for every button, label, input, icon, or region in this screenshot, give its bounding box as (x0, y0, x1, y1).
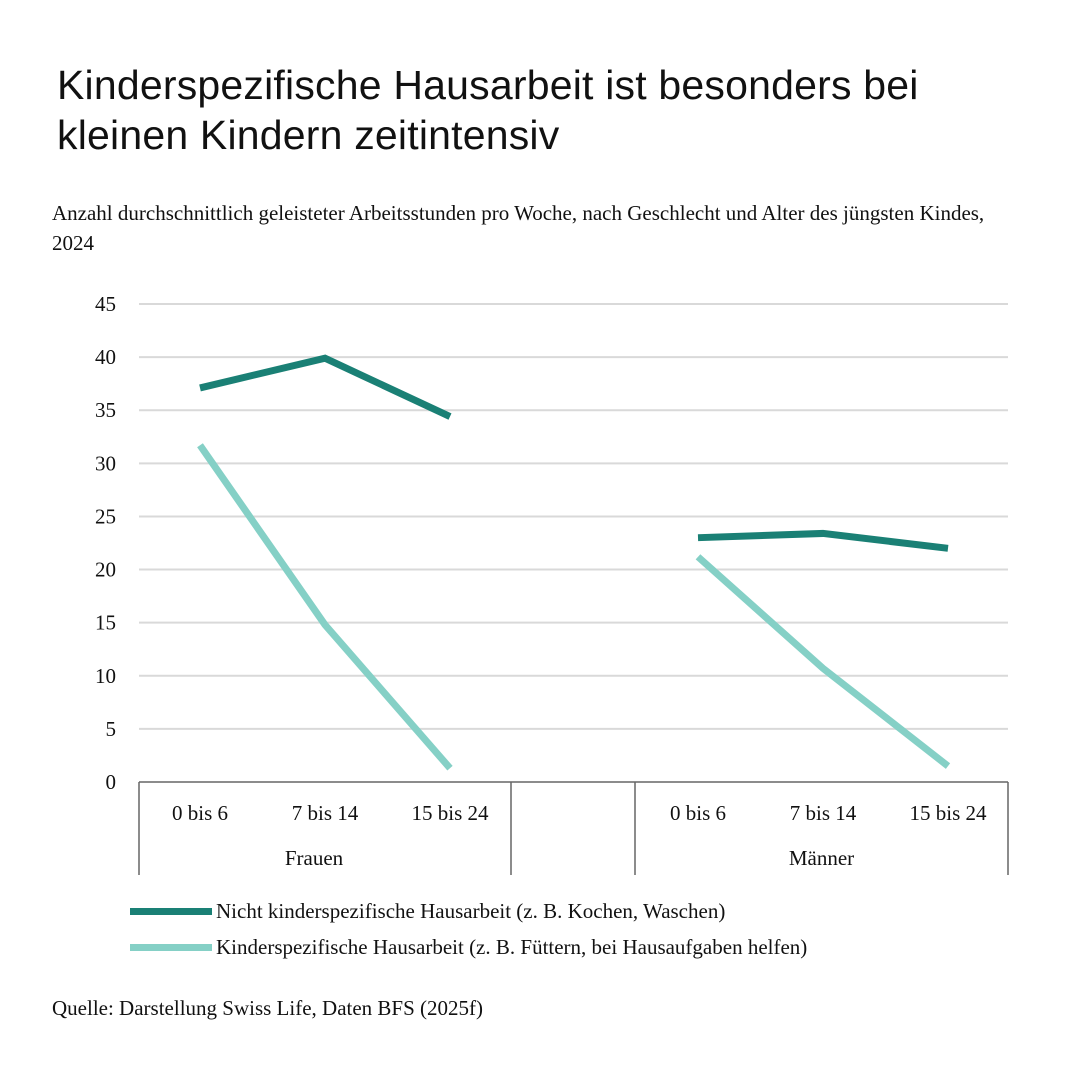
x-tick-label: 7 bis 14 (292, 801, 359, 825)
chart-subtitle: Anzahl durchschnittlich geleisteter Arbe… (52, 201, 985, 255)
x-tick-label: 0 bis 6 (172, 801, 228, 825)
x-tick-label: 15 bis 24 (909, 801, 987, 825)
chart-title: Kinderspezifische Hausarbeit ist besonde… (57, 62, 919, 158)
line-chart: 0 5 10 15 20 25 30 35 40 45 0 bis 6 7 bis 14 15 bis … (95, 292, 1009, 875)
series-line-kinderspezifisch-frauen (197, 443, 453, 771)
y-tick-label: 35 (95, 398, 116, 422)
y-tick-label: 45 (95, 292, 116, 316)
y-tick-label: 0 (106, 770, 117, 794)
legend-item-kinderspezifisch: Kinderspezifische Hausarbeit (z. B. Fütt… (130, 929, 807, 965)
y-tick-label: 20 (95, 558, 116, 582)
legend-label: Nicht kinderspezifische Hausarbeit (z. B… (216, 898, 726, 923)
y-tick-label: 30 (95, 451, 116, 475)
group-label: Frauen (285, 846, 344, 870)
legend-swatch-light (130, 943, 212, 951)
series-line-nicht-kinderspezifisch-maenner (697, 529, 949, 552)
series-line-nicht-kinderspezifisch-frauen (199, 354, 452, 420)
x-tick-label: 7 bis 14 (790, 801, 857, 825)
y-tick-label: 40 (95, 345, 116, 369)
source-note: Quelle: Darstellung Swiss Life, Daten BF… (52, 996, 484, 1020)
y-tick-label: 15 (95, 611, 116, 635)
x-tick-label: 15 bis 24 (411, 801, 489, 825)
series-line-kinderspezifisch-maenner (695, 554, 951, 769)
legend-label: Kinderspezifische Hausarbeit (z. B. Fütt… (216, 934, 808, 959)
group-label: Männer (789, 846, 854, 870)
legend: Nicht kinderspezifische Hausarbeit (z. B… (130, 893, 807, 965)
x-tick-label: 0 bis 6 (670, 801, 726, 825)
y-tick-label: 10 (95, 664, 116, 688)
y-tick-label: 25 (95, 504, 116, 528)
legend-swatch-dark (130, 907, 212, 915)
legend-item-nicht-kinderspezifisch: Nicht kinderspezifische Hausarbeit (z. B… (130, 893, 807, 929)
y-tick-label: 5 (106, 717, 117, 741)
